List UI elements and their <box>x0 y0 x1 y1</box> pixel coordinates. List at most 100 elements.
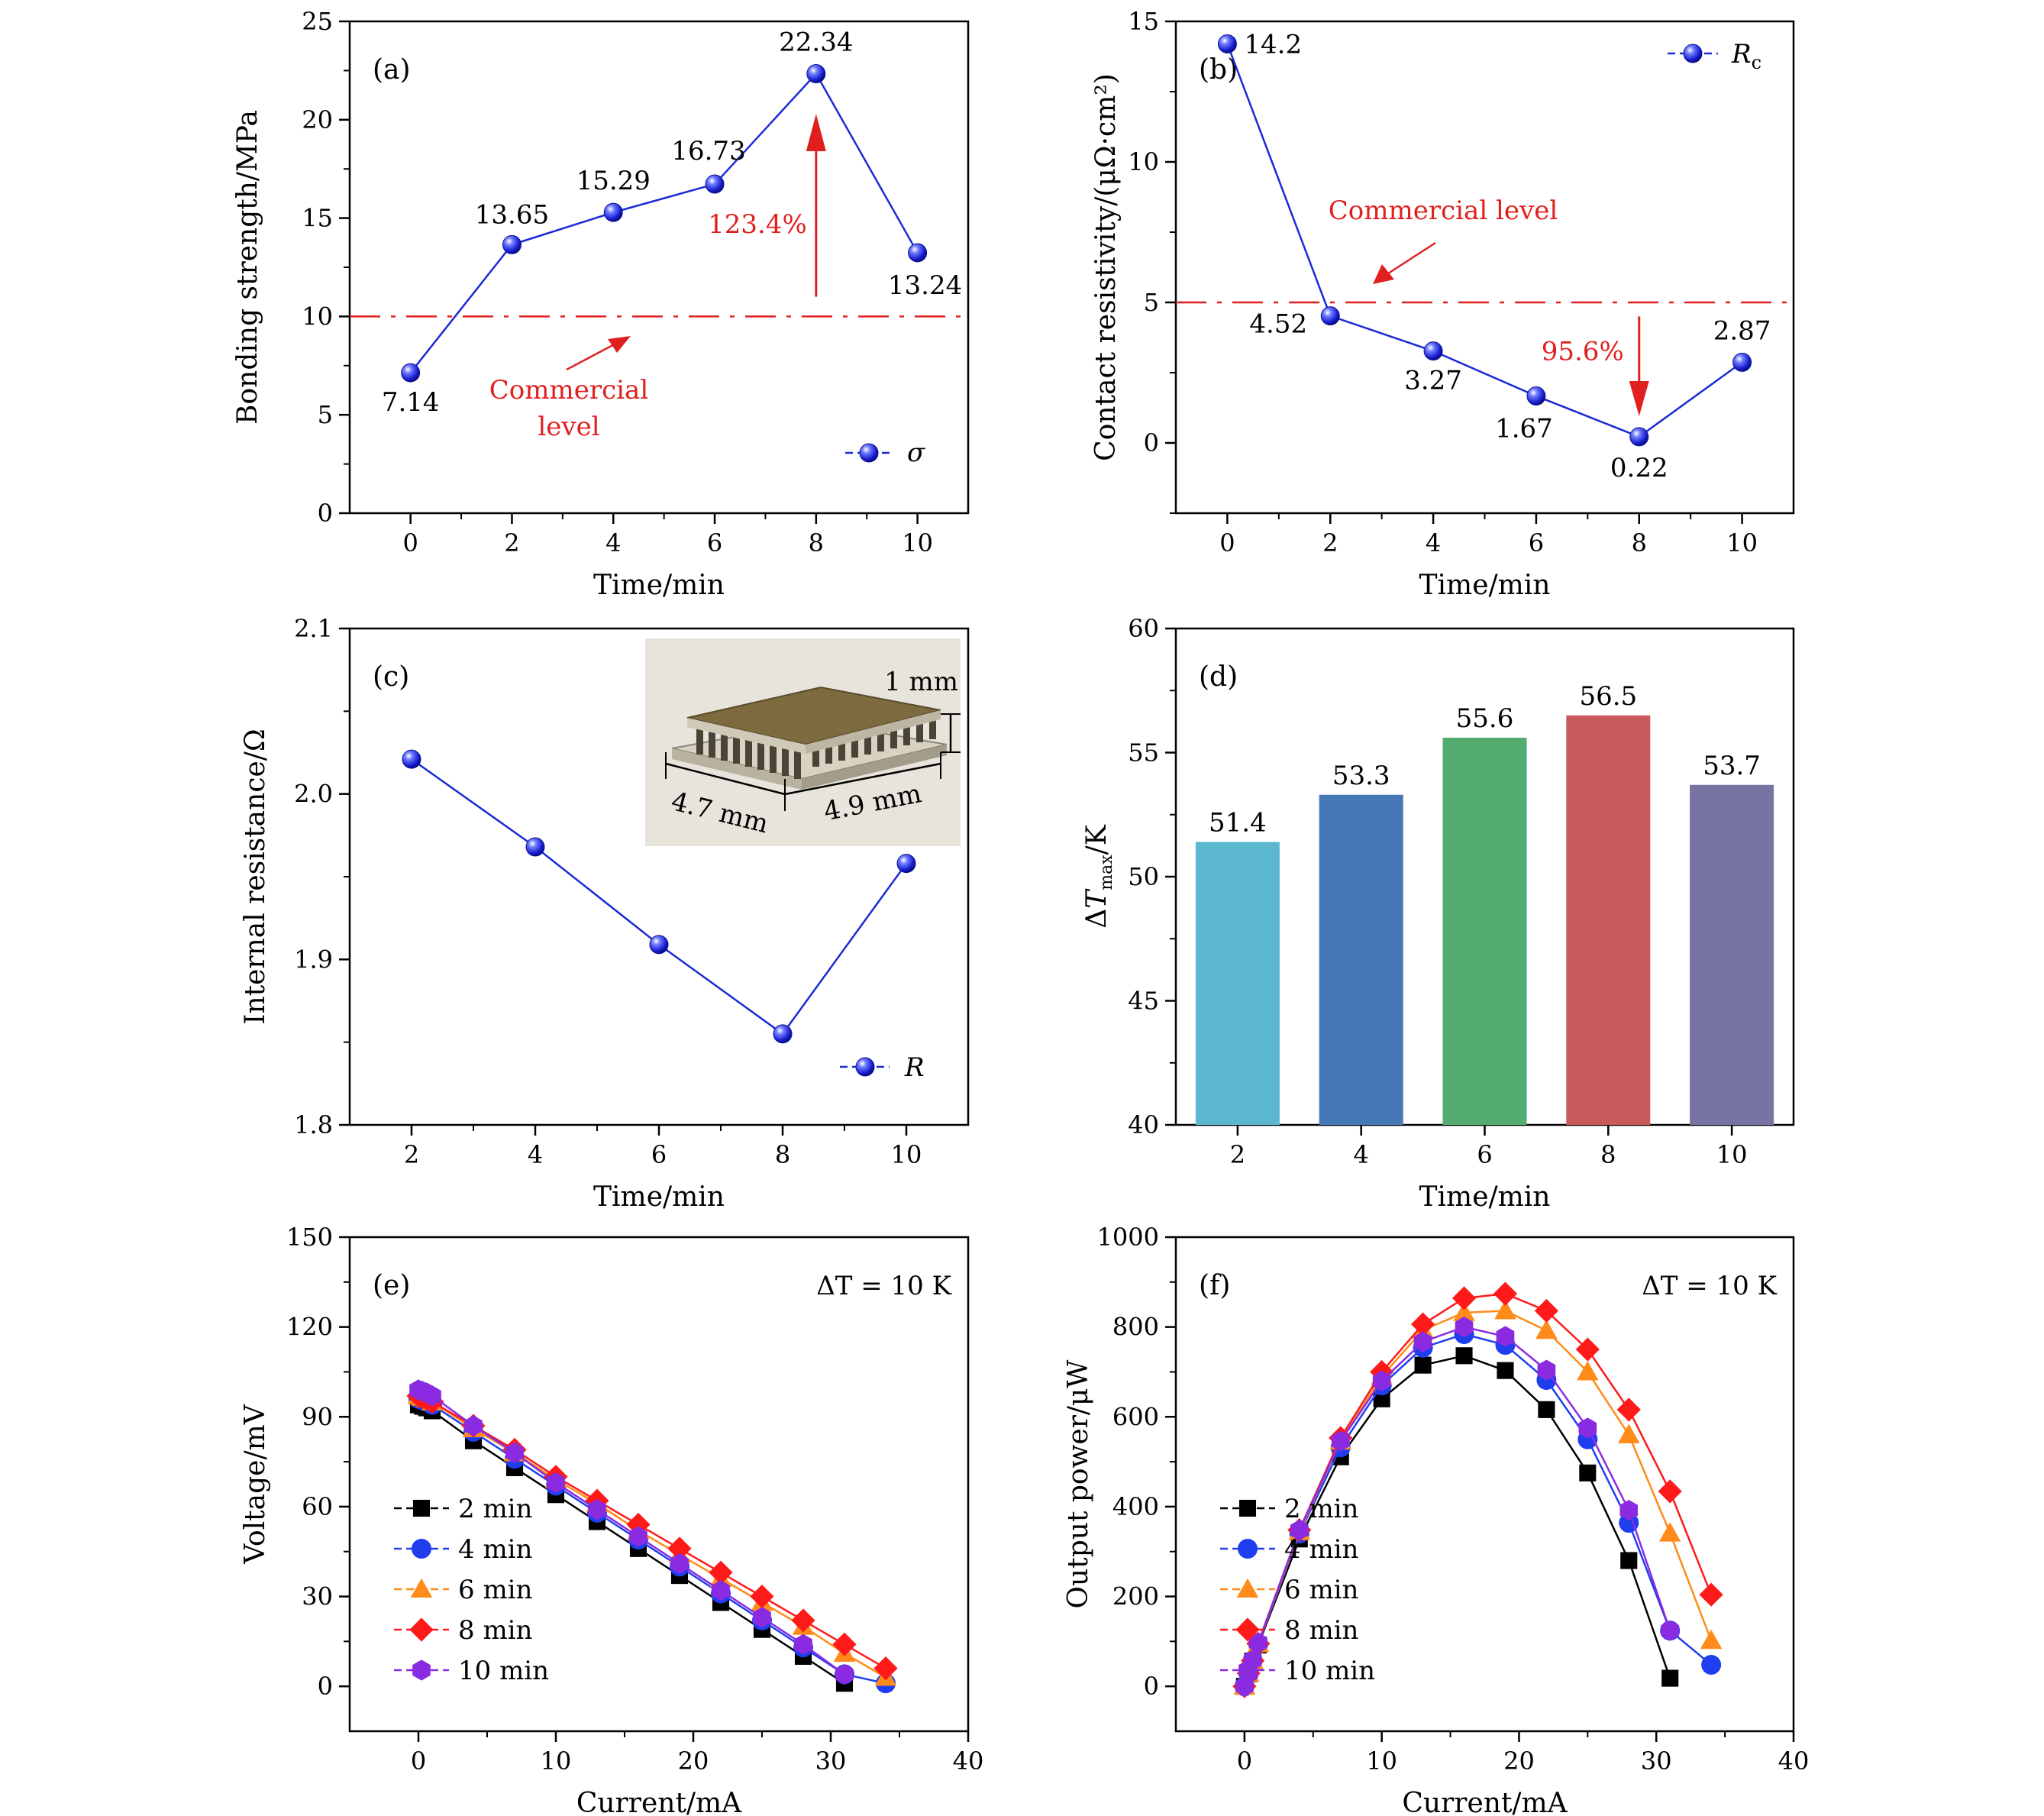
chart-c-inset-leg <box>782 747 789 776</box>
chart-a-legend: σ <box>845 438 925 468</box>
chart-a-xtick-label: 2 <box>504 528 519 557</box>
chart-e-ytick-label: 90 <box>302 1402 333 1431</box>
chart-c-inset-height-label: 1 mm <box>884 667 958 697</box>
chart-c-inset-leg <box>825 735 832 764</box>
chart-a-point <box>603 202 623 222</box>
chart-c-ylabel: Internal resistance/Ω <box>240 729 271 1025</box>
chart-e-point <box>709 1560 733 1585</box>
chart-e-frame <box>348 1236 970 1733</box>
chart-c-inset-top-edge <box>687 718 806 754</box>
chart-c-inset-photo: 1 mm4.7 mm 4.9 mm <box>645 638 961 846</box>
chart-e-point <box>753 1607 771 1628</box>
chart-a-point <box>705 174 725 194</box>
chart-c-xlabel: Time/min <box>593 1181 725 1213</box>
chart-a-point <box>806 64 826 84</box>
chart-b-data-label: 2.87 <box>1713 315 1771 346</box>
chart-e-ytick-label: 150 <box>286 1223 333 1252</box>
chart-f-point <box>1661 1669 1679 1687</box>
chart-f-point <box>1249 1632 1267 1653</box>
chart-e-point <box>464 1415 483 1436</box>
chart-f-xtick-label: 10 <box>1366 1747 1397 1776</box>
chart-f-point <box>1290 1519 1309 1541</box>
chart-b-ytick-label: 0 <box>1144 428 1159 457</box>
chart-f-legend: 2 min 4 min 6 min 8 min 10 min <box>1220 1494 1375 1686</box>
chart-f-legend-label: 8 min <box>1284 1615 1358 1646</box>
chart-a-ytick-label: 25 <box>302 7 333 36</box>
chart-f-point <box>1497 1362 1514 1379</box>
chart-a-change-label: 123.4% <box>708 209 807 240</box>
chart-a-legend-label: σ <box>907 438 925 468</box>
chart-b-legend-label: Rc <box>1731 39 1761 73</box>
chart-e-legend-label: 4 min <box>458 1534 532 1565</box>
chart-c-inset-leg <box>890 719 897 748</box>
chart-c-ytick-label: 2.0 <box>294 780 333 809</box>
chart-e-ytick-label: 30 <box>302 1582 333 1611</box>
chart-f-point <box>1575 1337 1600 1362</box>
chart-c-ytick-label: 1.8 <box>294 1110 333 1139</box>
chart-f-point <box>1579 1464 1597 1482</box>
chart-b-point <box>1423 341 1443 361</box>
chart-b-xtick-label: 8 <box>1632 528 1647 557</box>
chart-a-reference-label-1: Commercial <box>489 375 648 406</box>
chart-d-bar <box>1690 784 1774 1125</box>
chart-a-axes: 0 2 4 6 8 10 0 5 10 15 20 25 <box>302 7 933 557</box>
chart-b-data-label: 4.52 <box>1249 309 1307 340</box>
chart-d-xlabel: Time/min <box>1419 1181 1551 1213</box>
chart-c-point <box>402 749 421 769</box>
chart-d-ylabel-delta: Δ <box>1081 909 1112 929</box>
chart-d-xtick-label: 4 <box>1354 1140 1369 1169</box>
chart-f-point <box>1619 1499 1639 1521</box>
chart-e-point <box>629 1526 647 1547</box>
chart-f-legend-marker <box>1238 1499 1257 1517</box>
chart-b-reference-arrow <box>1385 241 1436 276</box>
chart-b-reference-label: Commercial level <box>1329 195 1558 226</box>
chart-c-legend-label: R <box>904 1052 925 1083</box>
chart-d-ylabel-unit: /K <box>1081 824 1112 855</box>
chart-f-legend-marker <box>1235 1617 1260 1642</box>
chart-f-panel-label: (f) <box>1199 1270 1230 1301</box>
chart-a-xlabel: Time/min <box>593 570 725 601</box>
chart-d-bar-value-label: 53.3 <box>1332 761 1390 791</box>
chart-b-ytick-label: 15 <box>1128 7 1159 36</box>
chart-d-bar-value-label: 55.6 <box>1456 703 1514 734</box>
chart-f-point <box>1619 1513 1639 1533</box>
chart-c-inset-length-arrow <box>665 762 786 796</box>
chart-a-frame <box>348 20 970 515</box>
chart-e-point <box>832 1632 857 1656</box>
chart-f-point <box>1453 1301 1475 1321</box>
chart-e-annotation: ΔT = 10 K <box>816 1271 951 1301</box>
chart-f-xtick-label: 0 <box>1237 1747 1252 1776</box>
chart-a-ylabel: Bonding strength/MPa <box>232 110 263 425</box>
chart-b-ytick-label: 5 <box>1144 288 1159 317</box>
chart-f-xtick-label: 30 <box>1641 1747 1672 1776</box>
chart-a-change-arrowhead <box>806 114 826 152</box>
chart-e-xtick-label: 20 <box>678 1747 709 1776</box>
chart-d-ytick-label: 60 <box>1128 614 1159 643</box>
chart-b-data-label: 0.22 <box>1610 453 1668 483</box>
chart-d-xtick-label: 2 <box>1230 1140 1245 1169</box>
chart-e-panel-label: (e) <box>373 1270 410 1301</box>
chart-f-point <box>1455 1316 1474 1338</box>
chart-f-point <box>1577 1361 1599 1381</box>
chart-b-point <box>1732 352 1752 372</box>
chart-f-point <box>1617 1423 1640 1443</box>
chart-c-inset-leg <box>903 716 910 745</box>
chart-f-legend-marker <box>1236 1578 1259 1598</box>
chart-c-xtick-label: 4 <box>528 1140 543 1169</box>
chart-a-data-label: 13.24 <box>888 270 962 301</box>
chart-e-point <box>667 1536 692 1561</box>
chart-a-data-label: 13.65 <box>475 199 549 230</box>
chart-a-data-label: 22.34 <box>779 27 853 58</box>
chart-d-xtick-label: 10 <box>1716 1140 1748 1169</box>
chart-c-point <box>525 837 545 857</box>
chart-b-frame <box>1174 20 1795 515</box>
chart-c-inset-leg <box>721 732 728 761</box>
chart-e-xtick-label: 10 <box>541 1747 572 1776</box>
chart-a-ytick-label: 10 <box>302 302 333 331</box>
chart-c-inset-leg <box>812 738 819 767</box>
chart-a-point <box>908 243 928 263</box>
chart-a-xtick-label: 10 <box>902 528 933 557</box>
chart-f-ytick-label: 800 <box>1112 1313 1159 1342</box>
chart-b-data-label: 1.67 <box>1495 414 1553 444</box>
chart-e-point <box>794 1633 812 1655</box>
